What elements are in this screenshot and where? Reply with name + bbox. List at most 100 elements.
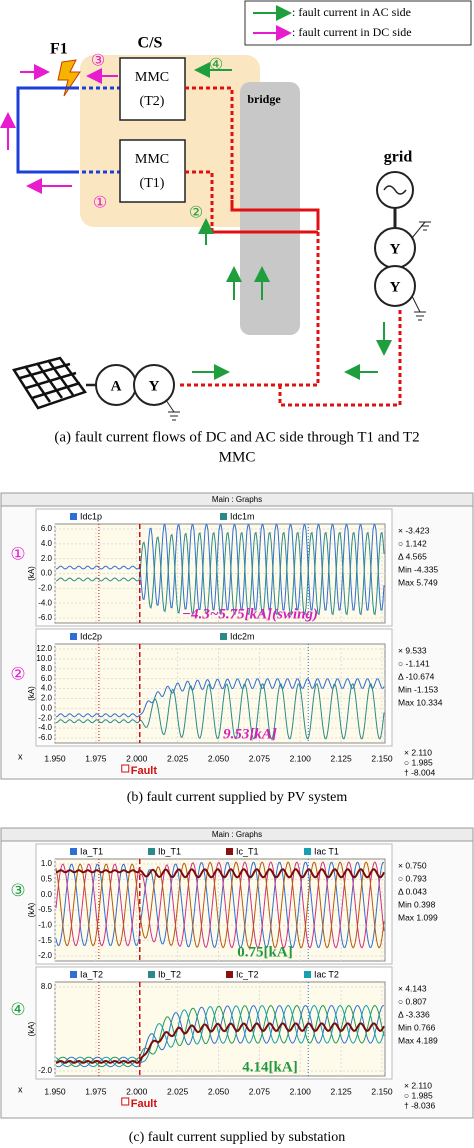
flow-arrows [0, 62, 392, 380]
ac-line [230, 200, 300, 212]
y-axis-label: (kA) [27, 1021, 36, 1036]
fault-icon [121, 1097, 130, 1106]
legend-chip [70, 848, 77, 855]
y-tick-label: -4.0 [38, 723, 52, 732]
window-title: Main : Graphs [212, 830, 262, 839]
panel-marker: ③ [10, 881, 25, 900]
flow-marker: ① [93, 195, 107, 212]
ground [411, 221, 431, 321]
mmc-label: MMC [135, 70, 169, 85]
mmc-box [119, 57, 186, 121]
legend-chip [304, 848, 311, 855]
y-tick-label: 0.5 [41, 874, 53, 883]
x-tick-label: 1.950 [44, 753, 66, 763]
x-tick-label: 2.100 [290, 753, 312, 763]
ac-line [185, 86, 234, 200]
readout: Δ -3.336 [398, 1009, 430, 1019]
legend-chip [220, 513, 227, 520]
y-tick-label: 6.0 [41, 674, 53, 683]
x-tick-label: 2.000 [126, 753, 148, 763]
panel-marker: ④ [10, 1000, 25, 1019]
winding-label: Y [390, 241, 401, 257]
winding-label: A [111, 378, 122, 394]
flow-marker: ③ [91, 53, 105, 70]
y-axis-label: (kA) [27, 686, 36, 701]
legend-chip [226, 848, 233, 855]
y-tick-label: -2.0 [38, 1066, 52, 1075]
flow-marker: ④ [209, 57, 223, 74]
waveform [55, 868, 385, 879]
legend-label: Iac T1 [314, 846, 339, 856]
legend-label: Idc2m [230, 631, 255, 641]
bridge-label: bridge [247, 92, 281, 106]
readout: † -8.036 [404, 1100, 435, 1110]
ac-line [180, 232, 402, 407]
mmc-label: (T1) [140, 176, 165, 191]
waveform [55, 1005, 384, 1068]
readout: Max 5.749 [398, 577, 438, 587]
sine-symbol [383, 185, 407, 195]
x-tick-label: 2.100 [290, 1086, 312, 1096]
annotation: 0.75[kA] [237, 944, 292, 960]
readout: † -8.004 [404, 767, 435, 777]
x-tick-label: 2.075 [249, 753, 271, 763]
legend-label: Ia_T1 [80, 846, 103, 856]
annotation: 9.53[kA] [223, 726, 277, 742]
panel-marker: ① [10, 544, 25, 563]
transformer [374, 265, 416, 307]
mmc-box [119, 139, 186, 203]
y-tick-label: -2.0 [38, 713, 52, 722]
panel-marker: ② [10, 664, 25, 683]
ground [165, 399, 180, 421]
waveform [55, 1022, 385, 1064]
x-tick-label: 2.025 [167, 1086, 189, 1096]
readout: ○ 1.142 [398, 538, 427, 548]
readout: × -3.423 [398, 525, 430, 535]
y-tick-label: -0.5 [38, 905, 52, 914]
y-tick-label: -6.0 [38, 733, 52, 742]
x-tick-label: 2.125 [330, 753, 352, 763]
readout: Max 1.099 [398, 912, 438, 922]
x-axis-label: x [18, 1084, 23, 1094]
waveform [55, 678, 385, 718]
y-tick-label: 0.0 [41, 703, 53, 712]
x-tick-label: 2.150 [371, 1086, 393, 1096]
winding-label: Y [149, 378, 160, 394]
x-tick-label: 1.975 [85, 753, 107, 763]
readout: Δ 4.565 [398, 551, 427, 561]
y-tick-label: -1.0 [38, 920, 52, 929]
readout: Min -4.335 [398, 564, 438, 574]
waveform [55, 524, 385, 611]
legend-label: Ib_T1 [158, 846, 181, 856]
legend-text: : fault current in DC side [292, 25, 412, 39]
legend-chip [226, 971, 233, 978]
readout: × 2.110 [404, 747, 432, 757]
legend-label: Ic_T2 [236, 969, 259, 979]
flow-marker: ② [189, 205, 203, 222]
fault-icon [57, 59, 81, 97]
readout: ○ 1.985 [404, 757, 433, 767]
dc-line [75, 86, 120, 174]
cs-label: C/S [138, 35, 163, 52]
legend-chip [70, 971, 77, 978]
y-tick-label: -1.5 [38, 936, 52, 945]
mmc-label: (T2) [140, 94, 165, 109]
y-tick-label: 4.0 [41, 684, 53, 693]
legend-chip [148, 971, 155, 978]
x-tick-label: 2.000 [126, 1086, 148, 1096]
annotation: −4.3~5.75[kA](swing) [182, 606, 318, 622]
readout: × 2.110 [404, 1080, 432, 1090]
legend-label: Idc2p [80, 631, 102, 641]
legend-text: : fault current in AC side [292, 5, 411, 19]
x-tick-label: 2.125 [330, 1086, 352, 1096]
mmc-label: MMC [135, 152, 169, 167]
readout: Min 0.398 [398, 899, 436, 909]
y-tick-label: 0.0 [41, 890, 53, 899]
waveform [55, 683, 385, 740]
transformer [133, 364, 175, 406]
legend-label: Ib_T2 [158, 969, 181, 979]
y-tick-label: -2.0 [38, 583, 52, 592]
f1-label: F1 [50, 41, 68, 58]
y-tick-label: 8.0 [41, 664, 53, 673]
